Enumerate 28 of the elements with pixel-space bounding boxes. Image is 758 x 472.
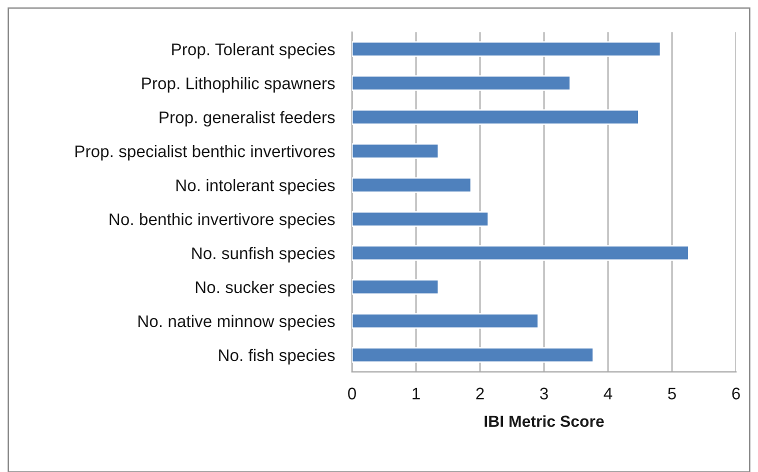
y-tick-label: Prop. Lithophilic spawners	[142, 77, 335, 93]
bar	[352, 245, 690, 261]
x-tick-label: 1	[412, 388, 420, 400]
y-tick-label: Prop. Tolerant species	[172, 43, 335, 59]
y-tick-label: Prop. generalist feeders	[160, 111, 335, 127]
bar	[352, 109, 640, 125]
x-tick-label: 4	[604, 388, 612, 400]
x-tick-label: 3	[540, 388, 548, 400]
bar	[352, 177, 472, 193]
x-tick-label: 0	[348, 388, 356, 400]
x-tick-label: 2	[476, 388, 484, 400]
y-tick-label: No. benthic invertivore species	[110, 212, 335, 229]
bar	[352, 143, 440, 159]
y-tick-label: No. sucker species	[196, 280, 335, 296]
bar	[352, 211, 490, 227]
y-tick-label: No. native minnow species	[138, 314, 335, 330]
x-axis-title: IBI Metric Score	[484, 415, 604, 427]
y-tick-label: Prop. specialist benthic invertivores	[76, 145, 335, 161]
x-tick-label: 6	[732, 388, 740, 400]
y-tick-label: No. intolerant species	[176, 178, 335, 195]
bar	[352, 279, 440, 295]
y-tick-label: No. fish species	[219, 348, 335, 364]
bar	[352, 75, 571, 91]
bar	[352, 313, 539, 329]
x-tick-label: 5	[668, 388, 676, 400]
bar	[352, 347, 594, 363]
bar	[352, 41, 662, 57]
y-tick-label: No. sunfish species	[192, 246, 335, 262]
